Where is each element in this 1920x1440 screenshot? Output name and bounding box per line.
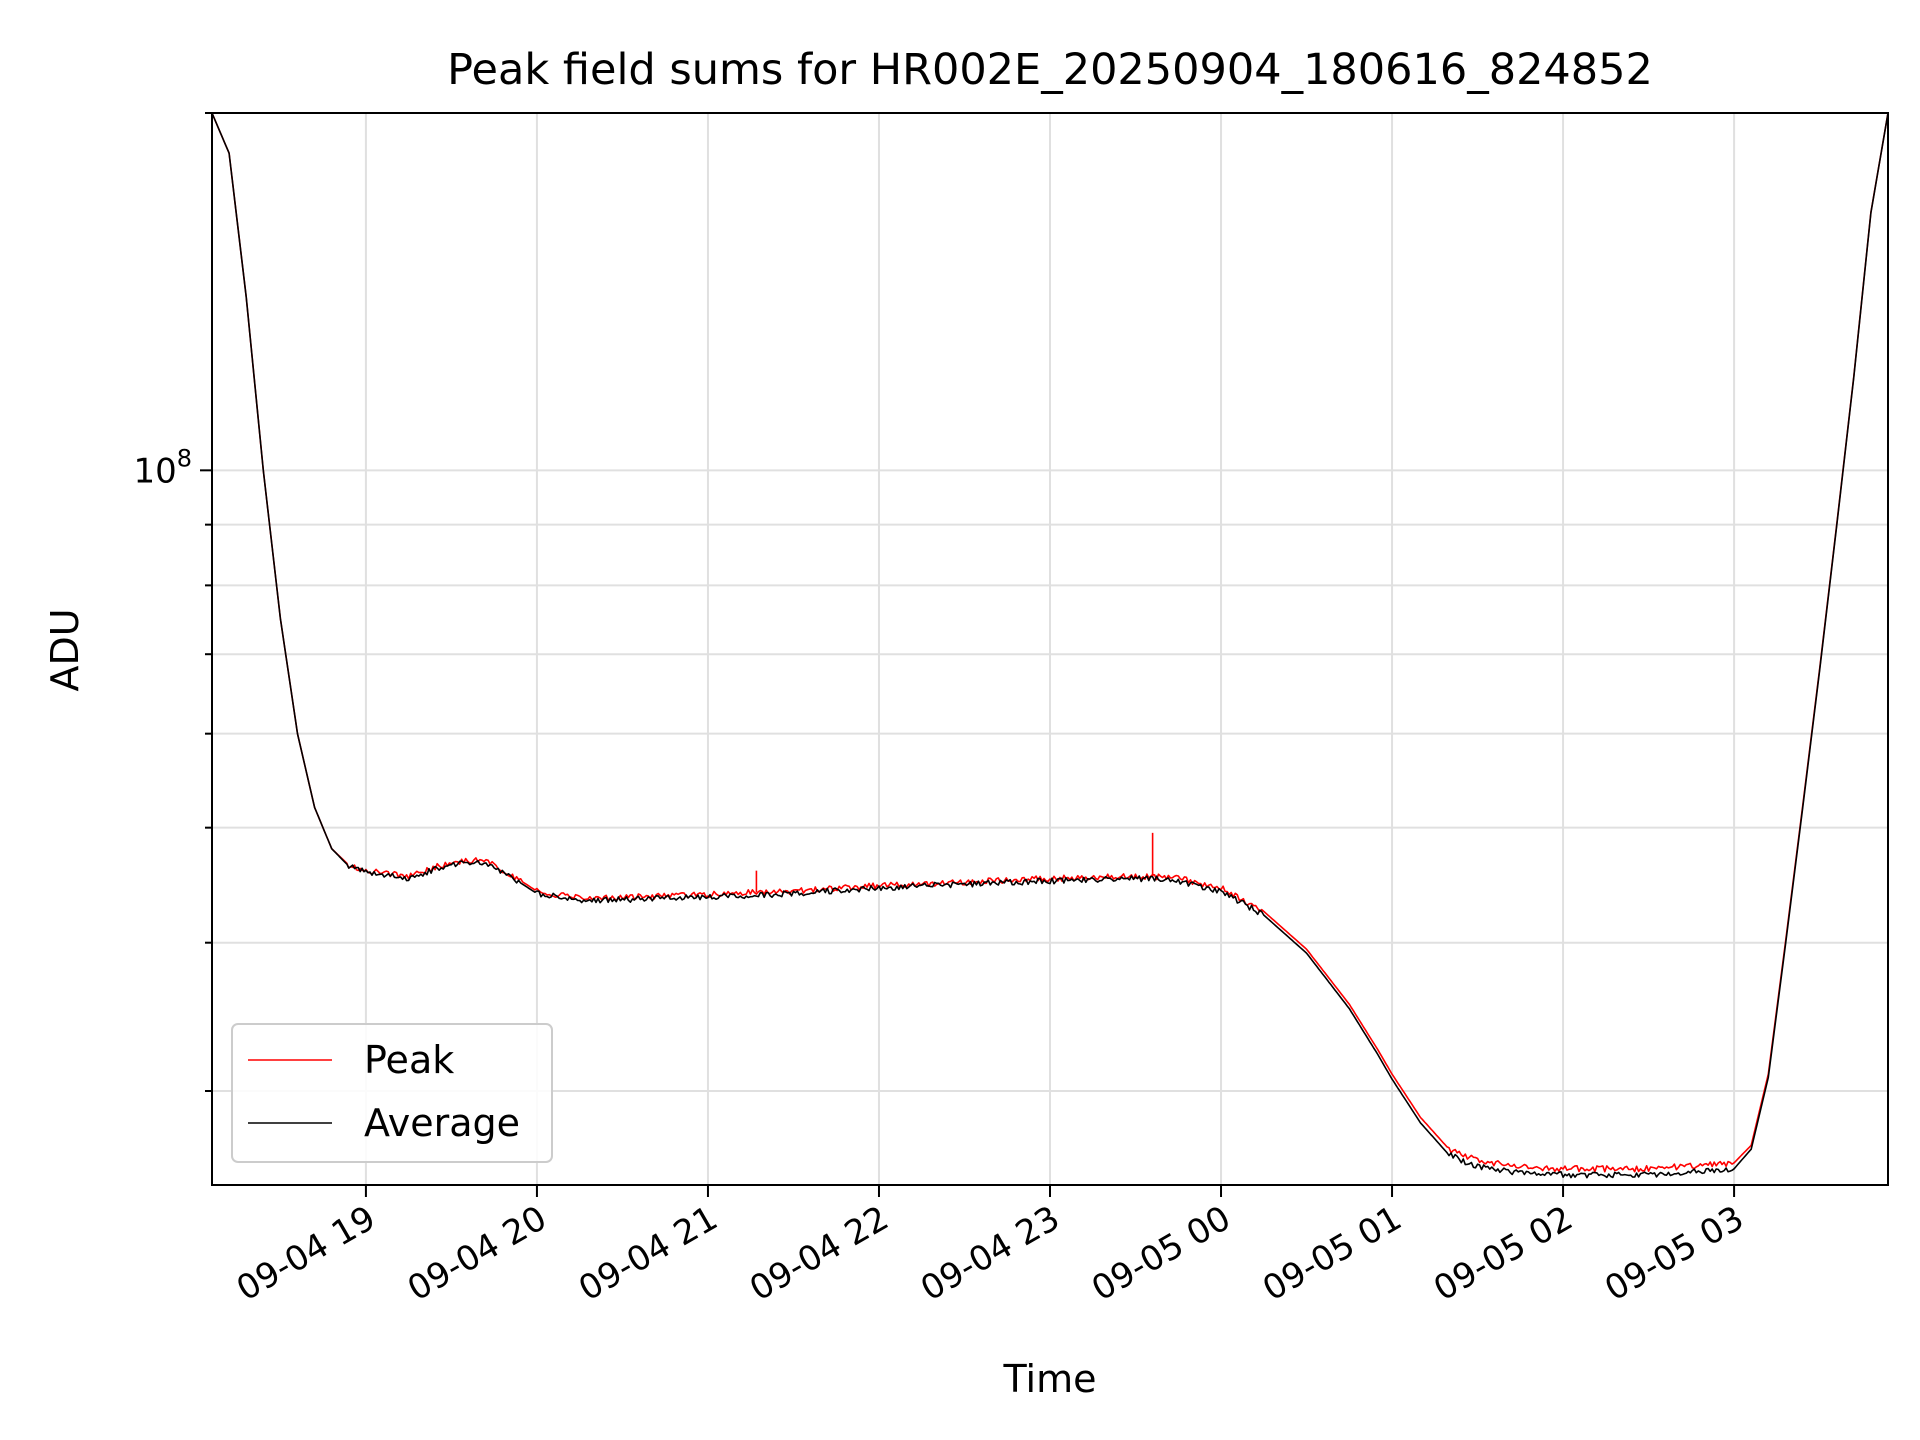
legend-label-average: Average — [364, 1101, 520, 1145]
y-tick-base: 10 — [133, 451, 176, 491]
y-axis: 108 — [133, 112, 212, 1093]
legend: Peak Average — [231, 1023, 553, 1163]
legend-label-peak: Peak — [364, 1038, 454, 1082]
series-line-peak — [212, 113, 1888, 1173]
plot-area — [212, 113, 1888, 1179]
legend-box — [231, 1023, 553, 1163]
series-line-average — [212, 113, 1888, 1179]
chart-title: Peak field sums for HR002E_20250904_1806… — [447, 45, 1653, 95]
y-tick-exponent: 8 — [177, 444, 192, 472]
y-tick-label: 108 — [133, 444, 192, 491]
y-axis-label: ADU — [43, 608, 87, 691]
x-axis-label: Time — [1003, 1357, 1097, 1401]
